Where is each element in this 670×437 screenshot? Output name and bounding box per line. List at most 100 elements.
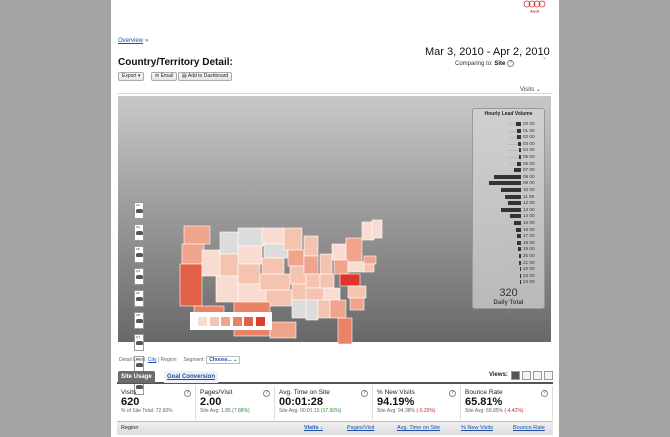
state-region[interactable] — [287, 249, 305, 267]
car-thumbnail[interactable]: Q7 — [134, 334, 144, 351]
hour-row: 11 00 — [473, 194, 546, 200]
metric-sub-value: 68.85% — [486, 408, 504, 414]
metric-value: 00:01:28 — [279, 396, 324, 408]
state-region[interactable] — [237, 263, 261, 285]
state-region[interactable] — [237, 245, 263, 265]
state-region[interactable] — [317, 299, 331, 319]
detail-level-city-link[interactable]: City — [147, 357, 157, 363]
car-thumbnail[interactable]: A5 — [134, 246, 144, 263]
state-region[interactable] — [347, 285, 367, 299]
state-region[interactable] — [269, 321, 297, 339]
state-region[interactable] — [371, 219, 383, 239]
state-region[interactable] — [261, 257, 285, 275]
hour-row: 03 00 — [473, 141, 546, 147]
column-visits[interactable]: Visits ↓ — [304, 425, 323, 431]
hour-row: 21 00 — [473, 260, 546, 266]
hour-volume-bar — [517, 234, 521, 239]
state-region[interactable] — [219, 253, 239, 277]
comparing-to: Comparing to: Site ? — [455, 60, 515, 68]
car-icon — [136, 341, 143, 345]
state-region[interactable] — [215, 275, 239, 303]
segment-select-value: Choose... — [209, 357, 232, 363]
pie-view-icon[interactable] — [522, 371, 531, 380]
comparing-value[interactable]: Site — [494, 61, 506, 68]
table-view-icon[interactable] — [511, 371, 520, 380]
hour-label: 17 00 — [523, 233, 535, 239]
state-region[interactable] — [259, 273, 291, 291]
metric-select[interactable]: Visits ⌄ — [520, 86, 541, 93]
column-new-visits[interactable]: % New Visits — [461, 425, 493, 431]
state-region[interactable] — [291, 299, 307, 319]
state-region[interactable] — [347, 261, 365, 273]
compare-view-icon[interactable] — [544, 371, 553, 380]
help-icon[interactable]: ? — [541, 390, 548, 397]
add-to-dashboard-button[interactable]: ▤ Add to Dashboard — [178, 72, 233, 81]
date-range-picker[interactable]: Mar 3, 2010 - Apr 2, 2010 — [425, 46, 550, 58]
state-region[interactable] — [201, 249, 221, 277]
hour-volume-bar — [501, 207, 521, 212]
hour-volume-bar — [520, 280, 521, 285]
state-region[interactable] — [319, 273, 335, 289]
state-region[interactable] — [291, 283, 309, 301]
help-icon[interactable]: ? — [507, 60, 515, 67]
help-icon[interactable]: ? — [263, 390, 270, 397]
state-region[interactable] — [219, 231, 239, 255]
column-bounce-rate[interactable]: Bounce Rate — [513, 425, 545, 431]
state-region[interactable] — [345, 237, 363, 263]
date-range-dropdown-icon[interactable]: ⌄ — [542, 55, 548, 61]
state-region[interactable] — [305, 287, 325, 301]
state-region[interactable] — [303, 255, 319, 275]
state-region[interactable] — [283, 227, 303, 251]
tab-goal-conversion[interactable]: Goal Conversion — [164, 371, 219, 383]
state-region[interactable] — [183, 225, 211, 245]
state-region[interactable] — [305, 299, 319, 321]
breadcrumb-overview-link[interactable]: Overview — [118, 38, 144, 44]
column-pages-per-visit[interactable]: Pages/Visit — [347, 425, 375, 431]
state-region[interactable] — [339, 273, 361, 287]
help-icon[interactable]: ? — [184, 390, 191, 397]
hour-volume-bar — [517, 240, 521, 245]
hour-label: 14 00 — [523, 213, 535, 219]
export-button[interactable]: Export ▾ — [118, 72, 145, 81]
state-region[interactable] — [303, 235, 319, 257]
email-button[interactable]: ✉ Email — [151, 72, 178, 81]
car-thumbnail[interactable]: Q5 — [134, 268, 144, 285]
state-region[interactable] — [305, 273, 321, 289]
state-region[interactable] — [323, 287, 341, 301]
hour-row: 07 00 — [473, 167, 546, 173]
audi-logo[interactable]: Audi — [521, 0, 551, 14]
state-region[interactable] — [237, 227, 265, 247]
legend-swatch — [244, 317, 253, 326]
hour-tick — [509, 157, 521, 158]
car-model-label: S5 — [136, 357, 140, 361]
bar-view-icon[interactable] — [533, 371, 542, 380]
state-region[interactable] — [319, 253, 333, 275]
hour-row: 00 00 — [473, 121, 546, 127]
state-region[interactable] — [363, 263, 375, 273]
car-thumbnail[interactable]: A3 — [134, 224, 144, 241]
us-choropleth-map — [179, 219, 383, 345]
hour-row: 04 00 — [473, 147, 546, 153]
metric-sub-value: 72.60% — [155, 408, 173, 414]
state-region[interactable] — [261, 227, 285, 245]
help-icon[interactable]: ? — [449, 390, 456, 397]
help-icon[interactable]: ? — [361, 390, 368, 397]
state-region[interactable] — [331, 243, 347, 261]
hour-row: 12 00 — [473, 200, 546, 206]
state-region[interactable] — [289, 265, 307, 285]
state-region[interactable] — [333, 259, 349, 275]
hour-label: 20 00 — [523, 253, 535, 258]
tab-site-usage[interactable]: Site Usage — [118, 371, 155, 383]
state-region[interactable] — [181, 243, 205, 265]
state-region[interactable] — [349, 297, 365, 311]
car-thumbnail[interactable]: A4 — [134, 202, 144, 219]
state-region[interactable] — [363, 255, 377, 265]
state-region[interactable] — [179, 263, 203, 307]
state-region[interactable] — [337, 317, 353, 345]
column-avg-time[interactable]: Avg. Time on Site — [397, 425, 441, 431]
segment-select[interactable]: Choose... ⌄ — [206, 356, 241, 364]
car-thumbnail[interactable]: A8 — [134, 312, 144, 329]
hour-row: 02 00 — [473, 134, 546, 140]
car-thumbnail[interactable]: A6 — [134, 290, 144, 307]
state-region[interactable] — [329, 299, 347, 319]
